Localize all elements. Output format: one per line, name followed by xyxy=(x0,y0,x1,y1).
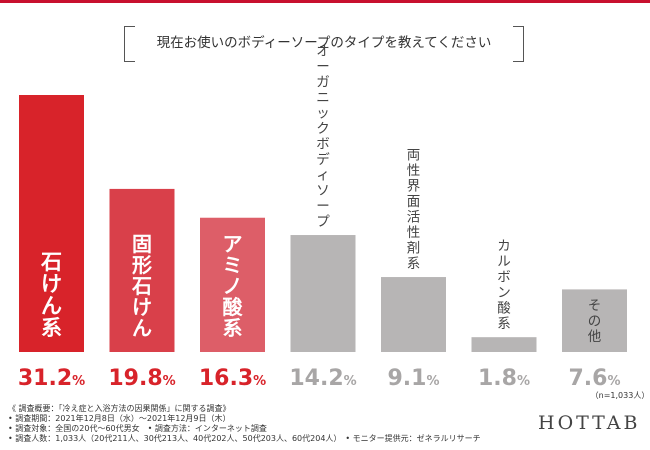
category-label: その他 xyxy=(588,298,602,345)
category-label: オーガニックボディソープ xyxy=(316,44,330,231)
category-label: 石けん系 xyxy=(40,250,62,340)
bar xyxy=(471,337,537,352)
value-label: 9.1% xyxy=(387,366,439,391)
bar xyxy=(381,277,446,352)
top-accent-line xyxy=(0,0,650,3)
value-label: 1.8% xyxy=(478,366,530,391)
chart-title: 現在お使いのボディーソープのタイプを教えてください xyxy=(156,35,492,51)
title-bracket-left xyxy=(124,26,135,62)
survey-notes: 《 調査概要：「冷え症と入浴方法の因果関係」に関する調査》 • 調査期間：202… xyxy=(8,404,481,444)
bar xyxy=(562,289,627,352)
chart-title-box: 現在お使いのボディーソープのタイプを教えてください xyxy=(124,26,524,62)
bar xyxy=(290,235,356,352)
sample-size-note: （n=1,033人） xyxy=(591,391,650,400)
value-label: 7.6% xyxy=(568,366,620,391)
bar xyxy=(19,95,84,352)
category-label: 固形石けん xyxy=(131,232,152,340)
brand-logo: HOTTAB xyxy=(538,412,641,434)
title-bracket-right xyxy=(513,26,524,62)
category-label: 両性界面活性剤系 xyxy=(407,148,421,272)
value-label: 14.2% xyxy=(289,366,356,391)
bar xyxy=(200,217,265,352)
value-label: 19.8% xyxy=(108,366,175,391)
note-line: • 調査人数：1,033人（20代211人、30代213人、40代202人、50… xyxy=(8,434,481,443)
note-line: • 調査期間：2021年12月8日（水）～2021年12月9日（木） xyxy=(8,414,231,423)
value-label: 31.2% xyxy=(18,366,85,391)
bar xyxy=(109,188,175,352)
value-label: 16.3% xyxy=(199,366,266,391)
category-label: アミノ酸系 xyxy=(223,232,244,340)
category-label: カルボン酸系 xyxy=(497,239,511,332)
note-line: 《 調査概要：「冷え症と入浴方法の因果関係」に関する調査》 xyxy=(8,404,231,413)
note-line: • 調査対象：全国の20代～60代男女 • 調査方法：インターネット調査 xyxy=(8,424,267,433)
